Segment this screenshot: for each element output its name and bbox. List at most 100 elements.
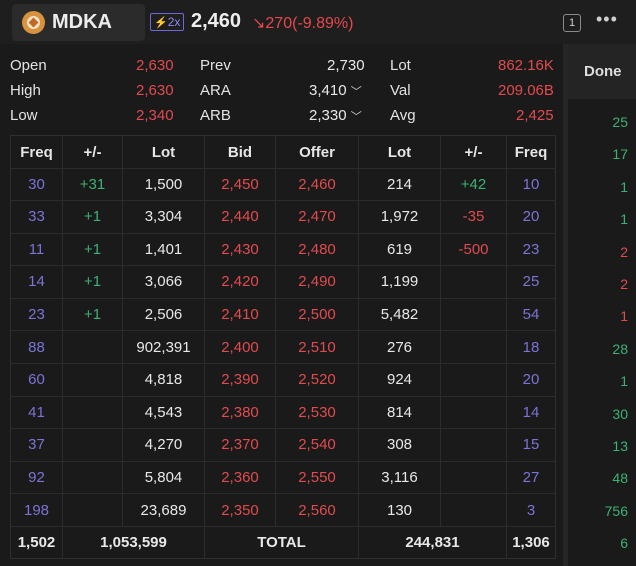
order-book-row: 198 23,689 2,350 2,560 130 3	[11, 494, 555, 527]
offer-price-cell[interactable]: 2,540	[276, 428, 359, 461]
done-panel: Done 25 17 1 1 2 2 1 28 1 30 13 48 756 6	[568, 44, 636, 566]
ticker-selector[interactable]: MDKA	[12, 4, 145, 41]
change-value: 270	[265, 15, 293, 32]
arb-label: ARB	[200, 107, 231, 124]
offer-lot-cell: 1,972	[359, 200, 441, 233]
done-value: 6	[620, 535, 628, 552]
done-value: 1	[620, 211, 628, 228]
offer-price-cell[interactable]: 2,490	[276, 265, 359, 298]
done-value: 1	[620, 373, 628, 390]
bid-freq-cell: 23	[11, 298, 63, 331]
offer-price-cell[interactable]: 2,530	[276, 396, 359, 429]
bid-freq-cell: 33	[11, 200, 63, 233]
offer-change-cell	[441, 265, 507, 298]
offer-price-cell[interactable]: 2,520	[276, 363, 359, 396]
offer-price-cell[interactable]: 2,480	[276, 233, 359, 266]
bid-price-cell[interactable]: 2,360	[205, 461, 276, 494]
bid-price-cell[interactable]: 2,400	[205, 331, 276, 363]
bid-lot-cell: 3,066	[123, 265, 205, 298]
open-label: Open	[10, 57, 47, 74]
offer-lot-cell: 130	[359, 494, 441, 526]
column-header-offer-price: Offer	[276, 136, 359, 168]
panel-divider[interactable]	[563, 44, 568, 566]
order-book-row: 23 +1 2,506 2,410 2,500 5,482 54	[11, 298, 555, 332]
total-bid-freq: 1,502	[11, 526, 63, 558]
ara-label: ARA	[200, 82, 231, 99]
order-book-table: Freq +/- Lot Bid Offer Lot +/- Freq 30 +31 1,500 2,…	[10, 135, 556, 559]
offer-change-cell	[441, 298, 507, 331]
bolt-icon: ⚡	[154, 17, 168, 29]
bid-change-cell	[63, 363, 123, 396]
bid-price-cell[interactable]: 2,440	[205, 200, 276, 233]
bid-price-cell[interactable]: 2,350	[205, 494, 276, 526]
order-book-row: 92 5,804 2,360 2,550 3,116 27	[11, 461, 555, 495]
total-label: TOTAL	[205, 526, 359, 558]
bid-price-cell[interactable]: 2,450	[205, 168, 276, 200]
prev-label: Prev	[200, 57, 231, 74]
done-value: 2	[620, 276, 628, 292]
bid-price-cell[interactable]: 2,370	[205, 428, 276, 461]
bid-price-cell[interactable]: 2,390	[205, 363, 276, 396]
offer-lot-cell: 3,116	[359, 461, 441, 494]
offer-price-cell[interactable]: 2,500	[276, 298, 359, 331]
chevron-down-icon: ﹀	[350, 86, 362, 98]
done-value: 13	[612, 438, 628, 454]
bid-freq-cell: 14	[11, 265, 63, 298]
offer-price-cell[interactable]: 2,510	[276, 331, 359, 363]
bid-freq-cell: 30	[11, 168, 63, 200]
bid-change-cell: +1	[63, 233, 123, 266]
offer-price-cell[interactable]: 2,460	[276, 168, 359, 200]
done-value: 48	[612, 470, 628, 487]
bid-freq-cell: 41	[11, 396, 63, 429]
low-value: 2,340	[136, 107, 174, 124]
offer-change-cell	[441, 363, 507, 396]
bid-lot-cell: 1,500	[123, 168, 205, 200]
done-value: 756	[604, 502, 628, 519]
window-number-badge[interactable]: 1	[563, 14, 581, 32]
lot-value: 862.16K	[498, 57, 554, 74]
offer-freq-cell: 15	[522, 436, 540, 454]
ticker-symbol: MDKA	[52, 11, 112, 33]
column-header-offer-freq: Freq	[514, 143, 548, 161]
val-label: Val	[390, 82, 411, 99]
bid-change-cell	[63, 494, 123, 526]
bid-lot-cell: 23,689	[123, 494, 205, 526]
bid-change-cell	[63, 428, 123, 461]
offer-price-cell[interactable]: 2,560	[276, 494, 359, 526]
lot-label: Lot	[390, 57, 411, 74]
ara-value[interactable]: 3,410 ﹀	[309, 82, 362, 99]
bid-lot-cell: 5,804	[123, 461, 205, 494]
bid-price-cell[interactable]: 2,420	[205, 265, 276, 298]
avg-value: 2,425	[516, 107, 554, 124]
offer-price-cell[interactable]: 2,470	[276, 200, 359, 233]
offer-price-cell[interactable]: 2,550	[276, 461, 359, 494]
column-header-bid-price: Bid	[205, 136, 276, 168]
more-horizontal-icon[interactable]: •••	[596, 9, 618, 29]
bid-price-cell[interactable]: 2,410	[205, 298, 276, 331]
open-value: 2,630	[136, 57, 174, 74]
bid-change-cell	[63, 331, 123, 363]
offer-lot-cell: 814	[359, 396, 441, 429]
leverage-value: 2x	[167, 15, 181, 29]
stock-header: MDKA ⚡2x 2,460 ↘270(-9.89%) 1 •••	[0, 0, 636, 44]
last-price: 2,460	[191, 10, 242, 32]
bid-price-cell[interactable]: 2,430	[205, 233, 276, 266]
total-offer-lot: 244,831	[359, 526, 507, 558]
high-label: High	[10, 82, 41, 99]
offer-change-cell	[441, 331, 507, 363]
total-bid-lot: 1,053,599	[63, 526, 205, 558]
offer-freq-cell: 54	[522, 305, 540, 323]
bid-change-cell: +31	[63, 168, 123, 200]
bid-price-cell[interactable]: 2,380	[205, 396, 276, 429]
high-value: 2,630	[136, 82, 174, 99]
offer-freq-cell: 27	[522, 468, 540, 486]
bid-change-cell	[63, 396, 123, 429]
offer-freq-cell: 10	[522, 175, 540, 193]
bid-change-cell	[63, 461, 123, 494]
bid-freq-cell: 37	[11, 428, 63, 461]
bid-freq-cell: 88	[11, 331, 63, 363]
bid-freq-cell: 11	[11, 233, 63, 266]
done-value: 1	[620, 178, 628, 195]
offer-change-cell	[441, 494, 507, 526]
arb-value[interactable]: 2,330 ﹀	[309, 107, 362, 124]
